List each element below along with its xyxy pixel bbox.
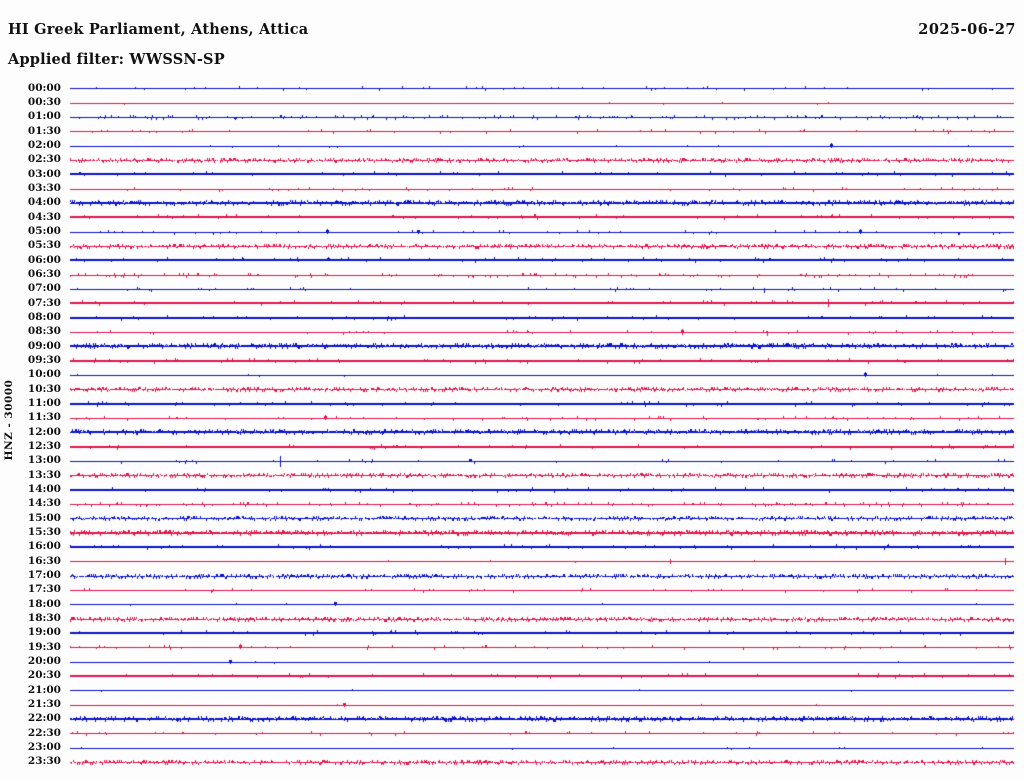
helicorder-page: HI Greek Parliament, Athens, Attica Appl… [0, 0, 1024, 780]
helicorder-trace-canvas [0, 0, 1024, 780]
